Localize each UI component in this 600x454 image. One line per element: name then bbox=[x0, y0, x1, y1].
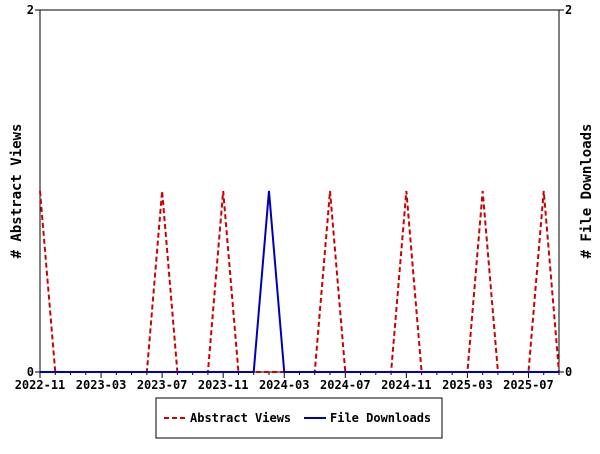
x-tick-label: 2025-03 bbox=[442, 378, 493, 392]
series-line-abstract-views bbox=[39, 190, 560, 373]
y-tick-label: 0 bbox=[27, 365, 34, 379]
x-tick-label: 2022-11 bbox=[15, 378, 66, 392]
x-tick-label: 2024-03 bbox=[259, 378, 310, 392]
y2-tick-label: 0 bbox=[565, 365, 572, 379]
series-line-file-downloads bbox=[40, 190, 559, 373]
x-tick-label: 2024-11 bbox=[381, 378, 432, 392]
y-tick-label: 2 bbox=[27, 3, 34, 17]
legend-label-abstract-views: Abstract Views bbox=[190, 411, 291, 425]
y2-axis-label: # File Downloads bbox=[579, 124, 595, 259]
x-tick-label: 2023-03 bbox=[76, 378, 127, 392]
x-tick-label: 2023-07 bbox=[137, 378, 188, 392]
y-axis-label: # Abstract Views bbox=[9, 124, 25, 259]
plot-frame bbox=[39, 9, 560, 373]
legend-label-file-downloads: File Downloads bbox=[330, 411, 431, 425]
y2-tick-label: 2 bbox=[565, 3, 572, 17]
x-tick-label: 2024-07 bbox=[320, 378, 371, 392]
x-tick-label: 2023-11 bbox=[198, 378, 249, 392]
legend bbox=[155, 397, 443, 439]
x-tick-label: 2025-07 bbox=[503, 378, 554, 392]
